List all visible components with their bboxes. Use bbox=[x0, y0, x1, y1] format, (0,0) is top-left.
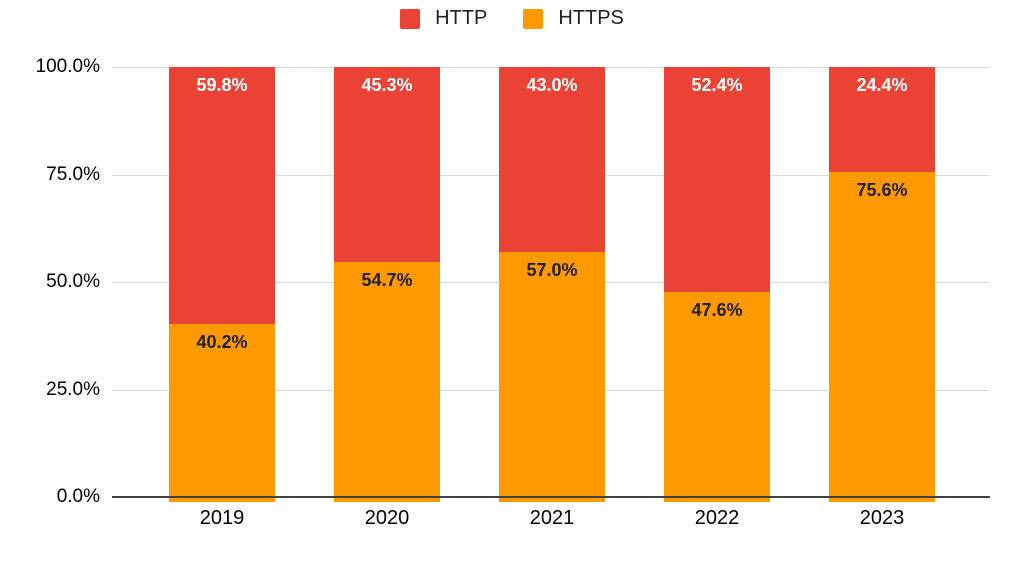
x-axis-tick-label: 2019 bbox=[199, 507, 245, 529]
bar-segment-label: 75.6% bbox=[856, 179, 908, 200]
bar-segment-label: 52.4% bbox=[691, 75, 743, 96]
x-axis-tick-label: 2023 bbox=[859, 507, 905, 529]
bar-group-2022[interactable]: 52.4% 47.6% bbox=[664, 67, 770, 502]
y-axis-tick-label: 0.0% bbox=[56, 486, 100, 507]
bar-segment-label: 43.0% bbox=[526, 75, 578, 96]
legend-label: HTTP bbox=[435, 7, 488, 29]
bar-group-2021[interactable]: 43.0% 57.0% bbox=[499, 67, 605, 502]
bar-segment-https[interactable]: 47.6% bbox=[664, 292, 770, 502]
bar-segment-http[interactable]: 24.4% bbox=[829, 67, 935, 172]
y-axis-tick-label: 50.0% bbox=[46, 271, 100, 292]
legend-label: HTTPS bbox=[558, 7, 624, 29]
y-axis-tick-label: 75.0% bbox=[46, 163, 100, 185]
bar-group-2019[interactable]: 59.8% 40.2% bbox=[169, 67, 275, 502]
chart-legend: HTTP HTTPS bbox=[0, 7, 1024, 30]
bar-segment-label: 57.0% bbox=[526, 259, 578, 280]
legend-swatch-icon bbox=[400, 8, 421, 29]
bar-segment-http[interactable]: 59.8% bbox=[169, 67, 275, 325]
plot-area: 59.8% 40.2% 45.3% 54.7% 43.0% 57.0% 52.4% 47.6%… bbox=[112, 67, 990, 502]
bar-segment-http[interactable]: 43.0% bbox=[499, 67, 605, 252]
bar-segment-http[interactable]: 45.3% bbox=[334, 67, 440, 262]
y-axis-tick-label: 25.0% bbox=[46, 378, 100, 400]
x-axis-tick-label: 2020 bbox=[364, 507, 410, 529]
legend-item-https: HTTPS bbox=[523, 7, 624, 30]
bar-segment-http[interactable]: 52.4% bbox=[664, 67, 770, 293]
x-axis-tick-label: 2021 bbox=[529, 507, 575, 529]
bar-segment-https[interactable]: 54.7% bbox=[334, 261, 440, 502]
bar-segment-label: 47.6% bbox=[691, 300, 743, 321]
bar-segment-label: 59.8% bbox=[196, 75, 248, 96]
bar-segment-label: 40.2% bbox=[196, 332, 248, 353]
bar-group-2020[interactable]: 45.3% 54.7% bbox=[334, 67, 440, 502]
bar-segment-label: 24.4% bbox=[856, 75, 908, 96]
x-axis-tick-label: 2022 bbox=[694, 507, 740, 529]
bar-group-2023[interactable]: 24.4% 75.6% bbox=[829, 67, 935, 502]
bar-segment-label: 54.7% bbox=[361, 269, 413, 290]
y-axis-tick-label: 100.0% bbox=[35, 56, 100, 77]
legend-swatch-icon bbox=[523, 8, 544, 29]
bar-segment-label: 45.3% bbox=[361, 75, 413, 96]
bar-segment-https[interactable]: 75.6% bbox=[829, 171, 935, 502]
legend-item-http: HTTP bbox=[400, 7, 487, 30]
bar-segment-https[interactable]: 57.0% bbox=[499, 251, 605, 502]
x-axis-baseline bbox=[112, 496, 990, 498]
bar-segment-https[interactable]: 40.2% bbox=[169, 324, 275, 502]
